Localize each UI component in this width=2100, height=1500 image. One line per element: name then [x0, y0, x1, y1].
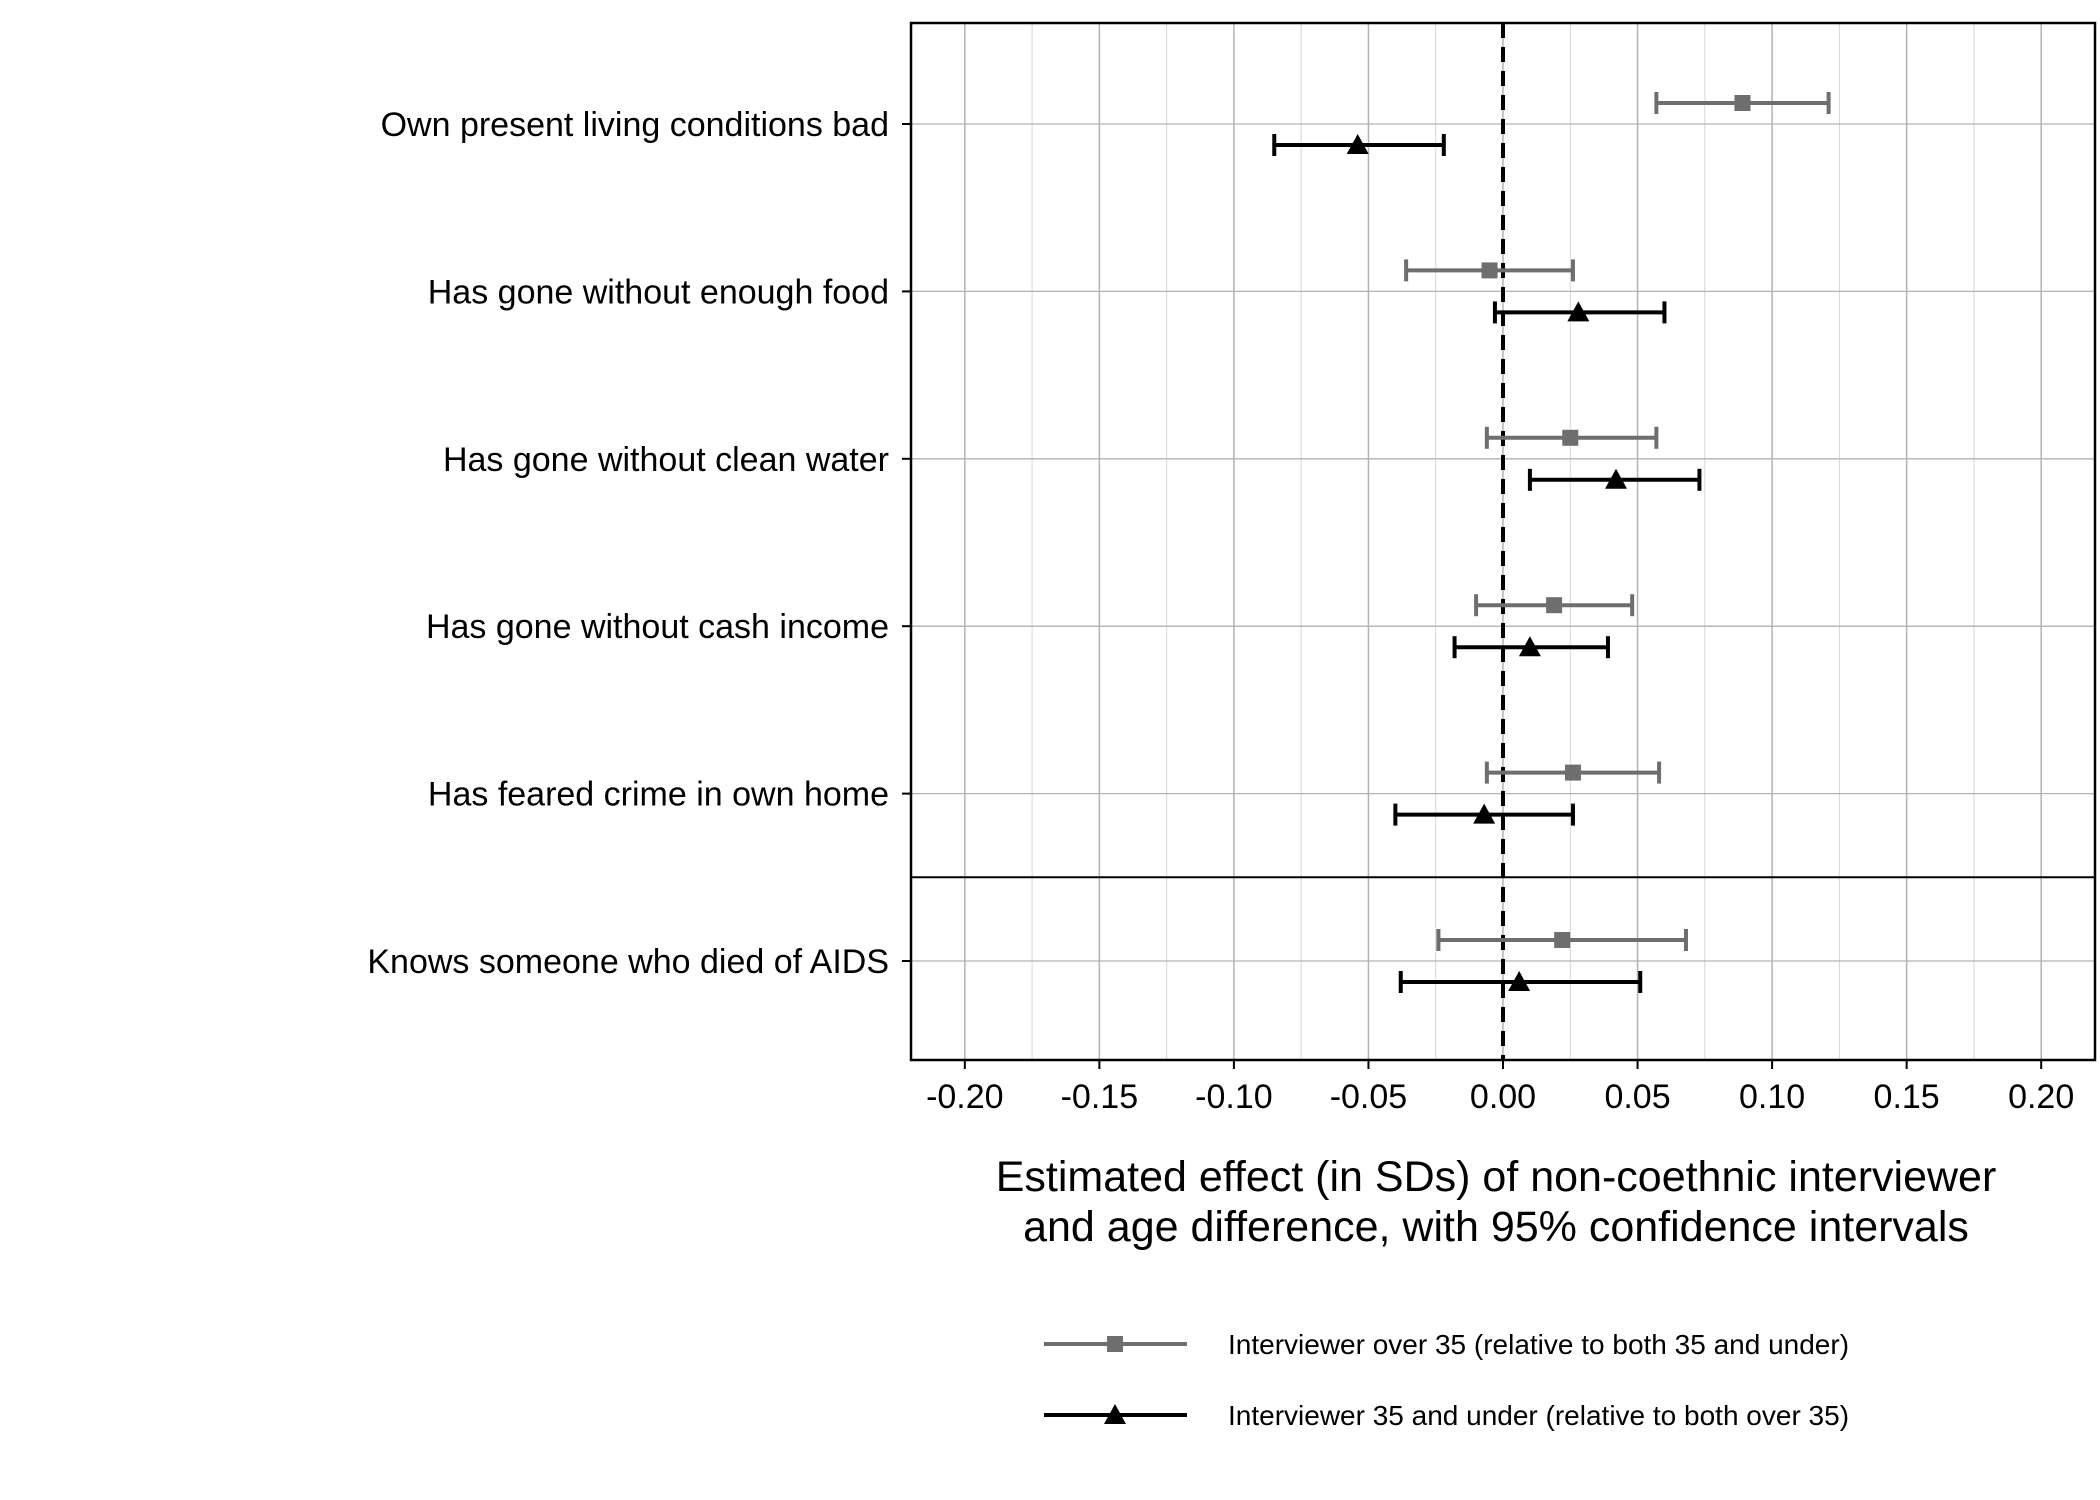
- legend-marker: [1107, 1336, 1123, 1352]
- point-estimate: [1473, 803, 1496, 824]
- point-estimate: [1605, 468, 1628, 489]
- point-estimate: [1562, 429, 1579, 446]
- estimate-with-ci: [1452, 636, 1610, 659]
- legend-marker: [1104, 1404, 1126, 1424]
- x-axis-title-line1: Estimated effect (in SDs) of non-coethni…: [996, 1153, 1997, 1201]
- category-label: Has gone without enough food: [428, 273, 889, 311]
- estimate-with-ci: [1484, 761, 1662, 784]
- estimate-with-ci: [1654, 92, 1831, 114]
- grid: [911, 23, 2095, 1060]
- x-axis-ticks: -0.20 -0.15 -0.10 -0.05 0.00 0.05 0.10 0.15 0.20: [926, 1060, 2074, 1116]
- category-label: Own present living conditions bad: [381, 106, 889, 144]
- estimate-with-ci: [1492, 301, 1667, 324]
- category-label: Has feared crime in own home: [428, 776, 889, 814]
- estimate-with-ci: [1398, 971, 1643, 993]
- point-estimate: [1554, 932, 1571, 948]
- point-estimate: [1518, 636, 1541, 657]
- category-label: Has gone without clean water: [443, 441, 889, 479]
- point-estimate: [1734, 95, 1751, 111]
- estimate-with-ci: [1436, 929, 1688, 951]
- point-estimate: [1346, 134, 1369, 154]
- x-tick-label: 0.10: [1739, 1078, 1805, 1116]
- x-tick-label: -0.20: [926, 1078, 1004, 1116]
- estimate-with-ci: [1393, 803, 1575, 826]
- legend-entry: Interviewer 35 and under (relative to bo…: [1044, 1400, 1849, 1431]
- legend-label: Interviewer 35 and under (relative to bo…: [1228, 1400, 1849, 1431]
- x-tick-label: -0.05: [1330, 1078, 1408, 1116]
- category-label: Has gone without cash income: [426, 608, 889, 646]
- point-estimate: [1546, 597, 1563, 614]
- estimate-with-ci: [1484, 426, 1659, 449]
- x-tick-label: 0.20: [2008, 1078, 2074, 1116]
- legend: Interviewer over 35 (relative to both 35…: [1044, 1329, 1849, 1431]
- x-tick-label: 0.05: [1604, 1078, 1670, 1116]
- x-tick-label: 0.00: [1470, 1078, 1536, 1116]
- point-estimate: [1481, 262, 1498, 279]
- estimates: [1272, 92, 1831, 993]
- estimate-with-ci: [1527, 468, 1702, 491]
- estimate-with-ci: [1404, 259, 1575, 282]
- x-tick-label: -0.10: [1195, 1078, 1273, 1116]
- category-label: Knows someone who died of AIDS: [367, 943, 889, 981]
- estimate-with-ci: [1272, 134, 1446, 156]
- legend-label: Interviewer over 35 (relative to both 35…: [1228, 1329, 1849, 1360]
- estimate-with-ci: [1474, 594, 1635, 617]
- plot-frame: [909, 21, 2097, 1062]
- category-labels: Own present living conditions bad Has gon…: [367, 106, 911, 981]
- point-estimate: [1508, 971, 1531, 991]
- x-axis-title-line2: and age difference, with 95% confidence …: [1023, 1203, 1969, 1251]
- point-estimate: [1567, 301, 1590, 322]
- x-tick-label: 0.15: [1874, 1078, 1940, 1116]
- point-estimate: [1564, 764, 1581, 781]
- legend-entry: Interviewer over 35 (relative to both 35…: [1044, 1329, 1849, 1360]
- x-tick-label: -0.15: [1061, 1078, 1139, 1116]
